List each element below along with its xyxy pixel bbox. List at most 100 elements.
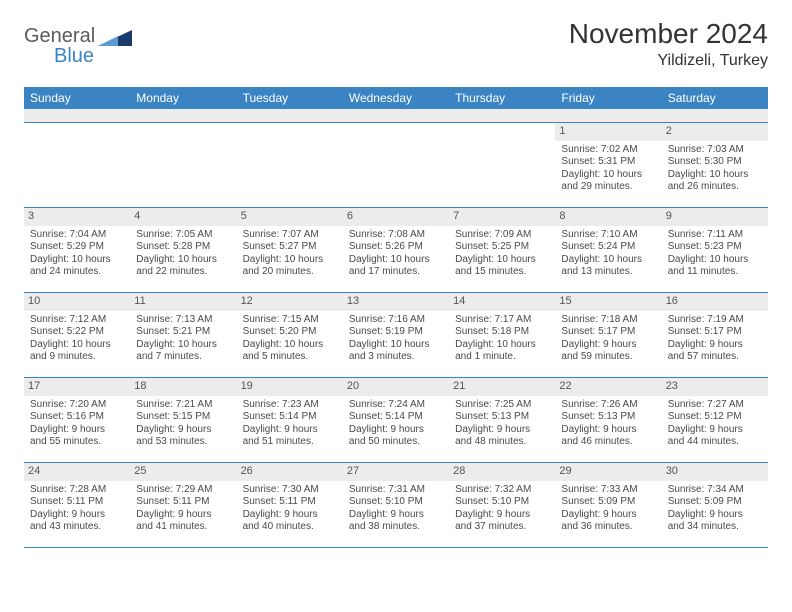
day-details: Sunrise: 7:12 AM Sunset: 5:22 PM Dayligh… <box>30 314 124 364</box>
day-cell <box>130 123 236 207</box>
day-number: 4 <box>130 208 236 226</box>
day-number: 1 <box>555 123 661 141</box>
day-details: Sunrise: 7:17 AM Sunset: 5:18 PM Dayligh… <box>455 314 549 364</box>
day-cell: 18 Sunrise: 7:21 AM Sunset: 5:15 PM Dayli… <box>130 378 236 462</box>
day-details: Sunrise: 7:10 AM Sunset: 5:24 PM Dayligh… <box>561 229 655 279</box>
day-number: 8 <box>555 208 661 226</box>
weeks-container: 1 Sunrise: 7:02 AM Sunset: 5:31 PM Daylig… <box>24 123 768 548</box>
day-number: 26 <box>237 463 343 481</box>
day-details: Sunrise: 7:30 AM Sunset: 5:11 PM Dayligh… <box>243 484 337 534</box>
dow-sunday: Sunday <box>24 87 130 109</box>
day-number: 11 <box>130 293 236 311</box>
day-details: Sunrise: 7:34 AM Sunset: 5:09 PM Dayligh… <box>668 484 762 534</box>
day-number: 12 <box>237 293 343 311</box>
day-number: 23 <box>662 378 768 396</box>
day-number: 16 <box>662 293 768 311</box>
dow-monday: Monday <box>130 87 236 109</box>
day-details: Sunrise: 7:20 AM Sunset: 5:16 PM Dayligh… <box>30 399 124 449</box>
day-details: Sunrise: 7:18 AM Sunset: 5:17 PM Dayligh… <box>561 314 655 364</box>
day-cell: 4 Sunrise: 7:05 AM Sunset: 5:28 PM Daylig… <box>130 208 236 292</box>
day-cell: 28 Sunrise: 7:32 AM Sunset: 5:10 PM Dayli… <box>449 463 555 547</box>
day-number: 6 <box>343 208 449 226</box>
dow-wednesday: Wednesday <box>343 87 449 109</box>
day-details: Sunrise: 7:16 AM Sunset: 5:19 PM Dayligh… <box>349 314 443 364</box>
day-details: Sunrise: 7:05 AM Sunset: 5:28 PM Dayligh… <box>136 229 230 279</box>
day-cell: 2 Sunrise: 7:03 AM Sunset: 5:30 PM Daylig… <box>662 123 768 207</box>
day-details: Sunrise: 7:15 AM Sunset: 5:20 PM Dayligh… <box>243 314 337 364</box>
day-cell <box>343 123 449 207</box>
day-cell: 5Sunrise: 7:07 AM Sunset: 5:27 PM Daylig… <box>237 208 343 292</box>
day-details: Sunrise: 7:21 AM Sunset: 5:15 PM Dayligh… <box>136 399 230 449</box>
day-cell: 15 Sunrise: 7:18 AM Sunset: 5:17 PM Dayli… <box>555 293 661 377</box>
day-details: Sunrise: 7:26 AM Sunset: 5:13 PM Dayligh… <box>561 399 655 449</box>
day-number: 21 <box>449 378 555 396</box>
day-number: 14 <box>449 293 555 311</box>
day-details: Sunrise: 7:32 AM Sunset: 5:10 PM Dayligh… <box>455 484 549 534</box>
day-cell: 22 Sunrise: 7:26 AM Sunset: 5:13 PM Dayli… <box>555 378 661 462</box>
day-cell: 19 Sunrise: 7:23 AM Sunset: 5:14 PM Dayli… <box>237 378 343 462</box>
generalblue-logo-icon: General Blue <box>24 24 134 68</box>
brand-logo: General Blue <box>24 24 134 73</box>
day-cell: 1 Sunrise: 7:02 AM Sunset: 5:31 PM Daylig… <box>555 123 661 207</box>
day-number: 3 <box>24 208 130 226</box>
day-cell: 23 Sunrise: 7:27 AM Sunset: 5:12 PM Dayli… <box>662 378 768 462</box>
day-cell: 14 Sunrise: 7:17 AM Sunset: 5:18 PM Dayli… <box>449 293 555 377</box>
day-number: 27 <box>343 463 449 481</box>
day-cell: 3Sunrise: 7:04 AM Sunset: 5:29 PM Daylig… <box>24 208 130 292</box>
day-number: 30 <box>662 463 768 481</box>
day-cell <box>237 123 343 207</box>
day-cell: 26 Sunrise: 7:30 AM Sunset: 5:11 PM Dayli… <box>237 463 343 547</box>
day-details: Sunrise: 7:23 AM Sunset: 5:14 PM Dayligh… <box>243 399 337 449</box>
day-details: Sunrise: 7:27 AM Sunset: 5:12 PM Dayligh… <box>668 399 762 449</box>
day-number: 15 <box>555 293 661 311</box>
day-cell: 13 Sunrise: 7:16 AM Sunset: 5:19 PM Dayli… <box>343 293 449 377</box>
day-number: 10 <box>24 293 130 311</box>
day-number: 24 <box>24 463 130 481</box>
day-details: Sunrise: 7:25 AM Sunset: 5:13 PM Dayligh… <box>455 399 549 449</box>
logo-text-1: General <box>24 25 95 47</box>
day-cell: 6 Sunrise: 7:08 AM Sunset: 5:26 PM Daylig… <box>343 208 449 292</box>
calendar-grid: Sunday Monday Tuesday Wednesday Thursday… <box>24 87 768 548</box>
day-cell: 24 Sunrise: 7:28 AM Sunset: 5:11 PM Dayli… <box>24 463 130 547</box>
day-number: 13 <box>343 293 449 311</box>
day-number: 19 <box>237 378 343 396</box>
header-spacer-band <box>24 109 768 123</box>
day-cell: 11 Sunrise: 7:13 AM Sunset: 5:21 PM Dayli… <box>130 293 236 377</box>
day-cell: 25Sunrise: 7:29 AM Sunset: 5:11 PM Dayli… <box>130 463 236 547</box>
day-number: 29 <box>555 463 661 481</box>
week-row: 24 Sunrise: 7:28 AM Sunset: 5:11 PM Dayli… <box>24 463 768 548</box>
week-row: 17Sunrise: 7:20 AM Sunset: 5:16 PM Dayli… <box>24 378 768 463</box>
day-details: Sunrise: 7:09 AM Sunset: 5:25 PM Dayligh… <box>455 229 549 279</box>
day-cell <box>24 123 130 207</box>
day-cell: 29 Sunrise: 7:33 AM Sunset: 5:09 PM Dayli… <box>555 463 661 547</box>
day-number: 18 <box>130 378 236 396</box>
week-row: 3Sunrise: 7:04 AM Sunset: 5:29 PM Daylig… <box>24 208 768 293</box>
day-cell: 12 Sunrise: 7:15 AM Sunset: 5:20 PM Dayli… <box>237 293 343 377</box>
logo-text-2: Blue <box>54 45 94 67</box>
day-cell: 8 Sunrise: 7:10 AM Sunset: 5:24 PM Daylig… <box>555 208 661 292</box>
day-number: 5 <box>237 208 343 226</box>
dow-thursday: Thursday <box>449 87 555 109</box>
dow-header-row: Sunday Monday Tuesday Wednesday Thursday… <box>24 87 768 109</box>
dow-friday: Friday <box>555 87 661 109</box>
day-cell: 20Sunrise: 7:24 AM Sunset: 5:14 PM Dayli… <box>343 378 449 462</box>
day-details: Sunrise: 7:03 AM Sunset: 5:30 PM Dayligh… <box>668 144 762 194</box>
day-number: 20 <box>343 378 449 396</box>
day-number: 28 <box>449 463 555 481</box>
day-number: 9 <box>662 208 768 226</box>
day-details: Sunrise: 7:33 AM Sunset: 5:09 PM Dayligh… <box>561 484 655 534</box>
week-row: 10 Sunrise: 7:12 AM Sunset: 5:22 PM Dayli… <box>24 293 768 378</box>
calendar-page: General Blue November 2024 Yildizeli, Tu… <box>0 0 792 612</box>
day-details: Sunrise: 7:28 AM Sunset: 5:11 PM Dayligh… <box>30 484 124 534</box>
day-details: Sunrise: 7:08 AM Sunset: 5:26 PM Dayligh… <box>349 229 443 279</box>
day-details: Sunrise: 7:19 AM Sunset: 5:17 PM Dayligh… <box>668 314 762 364</box>
day-details: Sunrise: 7:02 AM Sunset: 5:31 PM Dayligh… <box>561 144 655 194</box>
day-number: 2 <box>662 123 768 141</box>
day-details: Sunrise: 7:31 AM Sunset: 5:10 PM Dayligh… <box>349 484 443 534</box>
day-cell: 21 Sunrise: 7:25 AM Sunset: 5:13 PM Dayli… <box>449 378 555 462</box>
dow-saturday: Saturday <box>662 87 768 109</box>
day-cell: 17Sunrise: 7:20 AM Sunset: 5:16 PM Dayli… <box>24 378 130 462</box>
day-number: 22 <box>555 378 661 396</box>
title-block: November 2024 Yildizeli, Turkey <box>569 18 768 70</box>
day-details: Sunrise: 7:13 AM Sunset: 5:21 PM Dayligh… <box>136 314 230 364</box>
